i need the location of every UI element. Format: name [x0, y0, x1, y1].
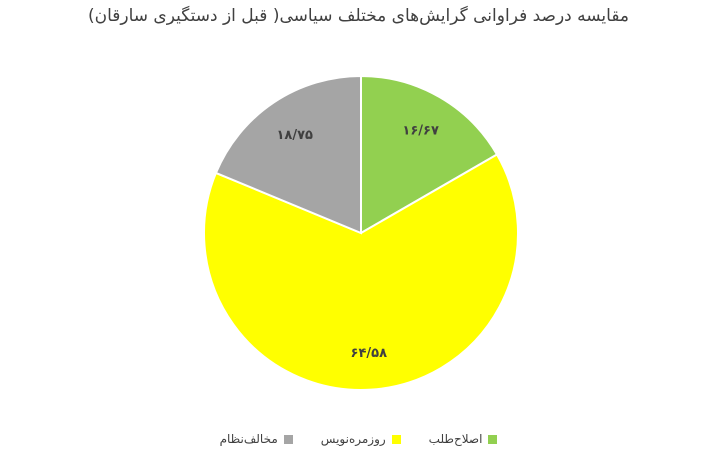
legend-item-opposition: مخالف‌نظام	[220, 432, 293, 446]
legend: اصلاح‌طلب روزمره‌نویس مخالف‌نظام	[0, 432, 717, 446]
data-label-reformist: ۱۶/۶۷	[402, 124, 439, 139]
pie-slice-opposition	[214, 74, 362, 235]
pie-slice-reformist	[360, 74, 499, 235]
legend-label-reformist: اصلاح‌طلب	[428, 432, 483, 446]
legend-label-opposition: مخالف‌نظام	[219, 432, 278, 446]
data-label-opposition: ۱۸/۷۵	[276, 128, 313, 143]
chart-title: مقایسه درصد فراوانی گرایش‌های مختلف سیاس…	[87, 6, 630, 26]
data-label-daily-writer: ۶۴/۵۸	[351, 346, 388, 361]
legend-swatch-daily-writer	[391, 434, 401, 444]
legend-label-daily-writer: روزمره‌نویس	[320, 432, 386, 446]
legend-item-daily-writer: روزمره‌نویس	[321, 432, 401, 446]
pie-slice-daily-writer	[203, 153, 519, 391]
legend-item-reformist: اصلاح‌طلب	[429, 432, 498, 446]
legend-swatch-opposition	[283, 434, 293, 444]
legend-swatch-reformist	[488, 434, 498, 444]
